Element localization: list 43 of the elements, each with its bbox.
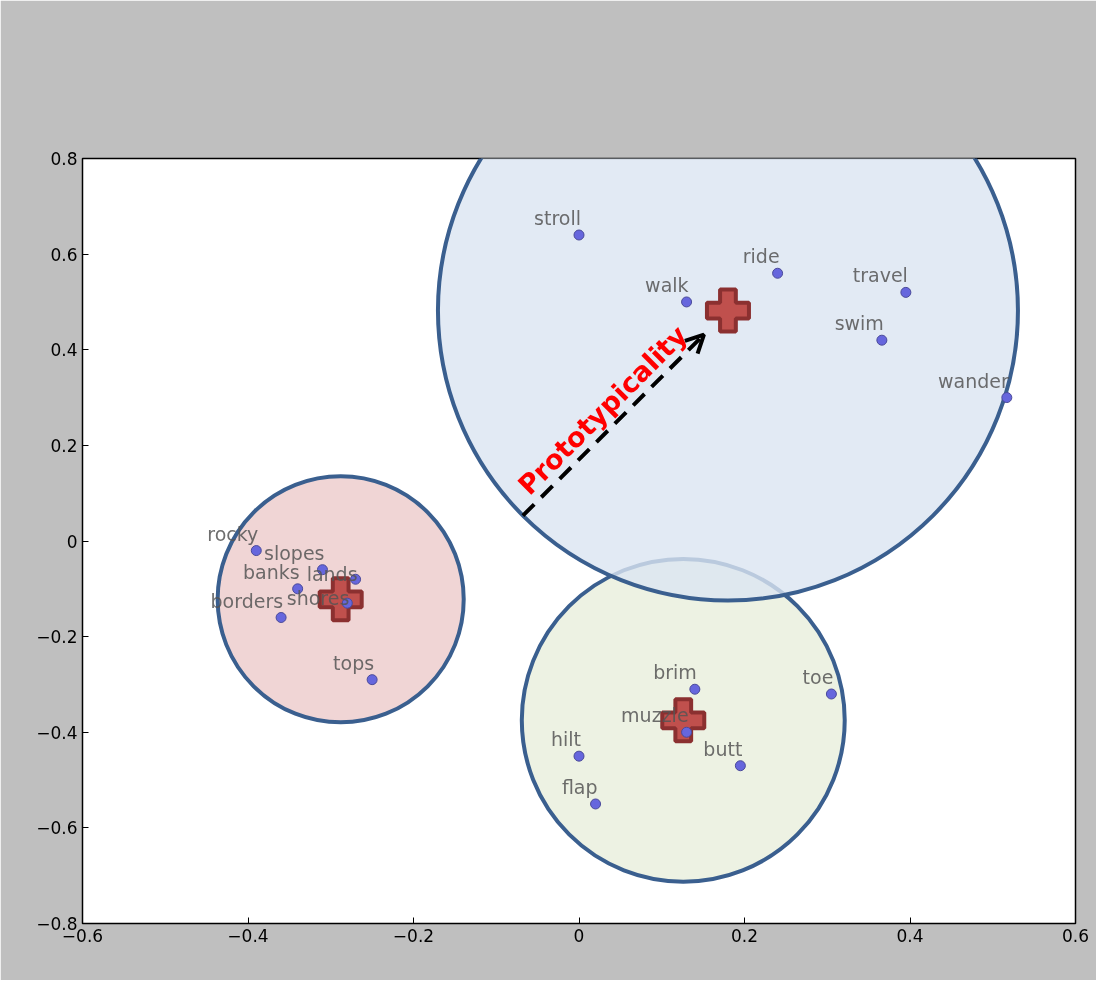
y-tick-label: 0.4 [50,340,78,361]
annotation: ride [742,245,780,268]
x-tick-label: 0.4 [896,925,924,946]
point [704,287,751,334]
annotation: walk [645,273,689,296]
point [681,296,693,308]
annotation: swim [834,312,884,335]
point [1001,392,1013,404]
y-tick-label: −0.4 [36,722,78,743]
point [681,726,693,738]
annotation: flap [561,775,598,798]
annotation: hilt [550,728,582,751]
point [590,798,602,810]
point [366,674,378,686]
annotation: toe [802,666,834,688]
annotation: brim [653,661,697,684]
x-tick-label: −0.4 [227,925,269,946]
y-tick-label: 0.2 [50,435,78,456]
y-tick-label: −0.2 [36,627,78,648]
point [876,334,888,346]
annotation: shores [286,587,350,610]
point [689,683,701,695]
point [573,229,585,241]
point [573,750,585,762]
y-tick-label: 0.6 [50,244,78,265]
x-tick-label: 0 [573,925,585,946]
point [275,612,287,623]
y-tick-label: 0.8 [50,149,78,169]
point [734,760,746,772]
annotation: stroll [534,207,582,229]
x-tick-label: 0.6 [1061,925,1090,946]
point [772,267,784,279]
y-tick-label: 0 [66,531,78,552]
annotation: tops [333,651,375,674]
annotation: travel [852,264,908,287]
point [250,545,262,557]
annotation: butt [703,737,743,760]
y-tick-label: −0.6 [36,818,78,839]
point [900,286,912,298]
x-tick-label: 0.2 [730,925,759,946]
x-tick-label: −0.2 [392,925,435,946]
annotation: slopes [264,541,325,564]
point [825,688,837,700]
